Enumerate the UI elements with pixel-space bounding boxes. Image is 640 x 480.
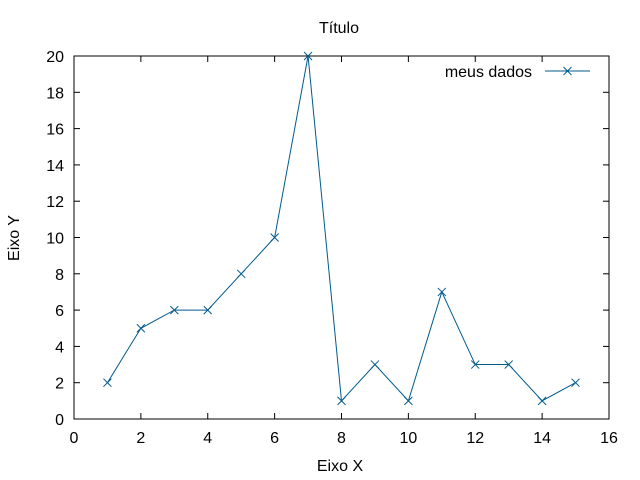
y-tick-label: 12: [46, 194, 64, 211]
data-point: [337, 396, 346, 406]
y-tick-label: 0: [55, 412, 64, 429]
x-tick-label: 14: [533, 430, 551, 447]
y-tick-label: 14: [46, 158, 64, 175]
data-point: [404, 396, 413, 406]
y-tick-label: 16: [46, 122, 64, 139]
data-point: [437, 287, 447, 297]
series-line: [107, 55, 576, 403]
x-tick-label: 12: [466, 430, 484, 447]
data-point: [270, 233, 279, 242]
series-group: [103, 51, 580, 406]
data-point: [470, 360, 480, 369]
y-tick-label: 8: [55, 267, 64, 284]
data-point: [169, 305, 179, 315]
y-tick-label: 4: [55, 339, 64, 356]
data-point: [571, 378, 580, 388]
legend-marker-x: [563, 66, 572, 76]
y-axis-label: Eixo Y: [6, 215, 23, 261]
data-point: [203, 305, 213, 315]
legend-marker: [563, 66, 572, 76]
x-tick-label: 6: [270, 430, 279, 447]
x-tick-label: 0: [70, 430, 79, 447]
x-tick-label: 8: [337, 430, 346, 447]
y-tick-label: 6: [55, 303, 64, 320]
data-point: [303, 51, 313, 61]
x-axis-ticks: 0 2 4 6 8 10 12 14 16: [70, 56, 618, 447]
y-tick-label: 10: [46, 231, 64, 248]
data-point: [504, 360, 514, 369]
plot-border: [73, 55, 610, 420]
y-axis-ticks: 0 2 4 6 8 10 12 14 16 18 20: [46, 49, 609, 429]
y-tick-label: 20: [46, 49, 64, 66]
data-point: [370, 360, 380, 369]
x-tick-label: 10: [399, 430, 417, 447]
y-tick-label: 2: [55, 376, 64, 393]
data-point: [236, 269, 246, 279]
x-tick-label: 2: [136, 430, 145, 447]
data-point: [136, 323, 146, 333]
legend-label: meus dados: [445, 64, 532, 81]
x-axis-label: Eixo X: [317, 458, 364, 475]
x-tick-label: 16: [600, 430, 618, 447]
legend: meus dados: [445, 64, 590, 81]
data-point: [537, 396, 547, 406]
chart-title: Título: [319, 20, 359, 37]
x-tick-label: 4: [203, 430, 212, 447]
data-point: [103, 378, 112, 388]
y-tick-label: 18: [46, 85, 64, 102]
